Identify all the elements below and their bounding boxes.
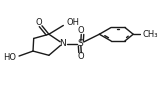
Text: O: O [36, 18, 43, 27]
Text: CH₃: CH₃ [142, 30, 158, 39]
Text: HO: HO [3, 53, 16, 62]
Text: S: S [78, 39, 84, 48]
Text: N: N [59, 39, 66, 48]
Text: O: O [77, 26, 84, 35]
Text: O: O [77, 52, 84, 61]
Text: OH: OH [67, 18, 80, 27]
